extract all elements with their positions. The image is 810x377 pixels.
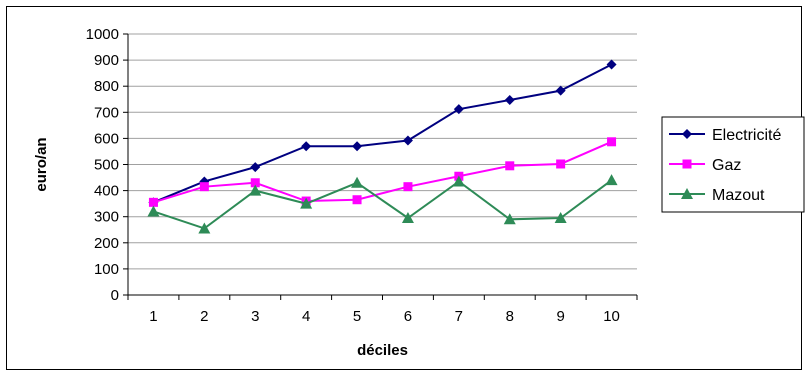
data-point (250, 162, 261, 173)
data-point (556, 159, 566, 169)
data-point (607, 137, 617, 147)
data-point (606, 59, 617, 70)
data-point (402, 135, 413, 146)
data-point (199, 182, 209, 192)
series-mazout (147, 174, 618, 234)
y-axis-ticks: 0 100 200 300 400 500 600 700 800 900 1000 (86, 26, 128, 304)
data-point (403, 182, 413, 192)
legend-item: Mazout (669, 187, 765, 204)
data-point (554, 212, 567, 224)
legend-label: Gaz (712, 157, 741, 174)
data-point (148, 197, 158, 207)
x-tick-label: 2 (200, 308, 208, 325)
y-tick-label: 200 (94, 235, 119, 252)
data-point (505, 161, 515, 171)
data-point (681, 188, 693, 199)
y-tick-label: 300 (94, 209, 119, 226)
series-line (153, 140, 612, 204)
y-tick-label: 100 (94, 261, 119, 278)
data-point (401, 212, 414, 224)
data-point (351, 176, 364, 188)
x-tick-label: 1 (149, 308, 157, 325)
x-tick-label: 6 (404, 308, 412, 325)
data-point (250, 178, 260, 188)
y-tick-label: 900 (94, 52, 119, 69)
series-line (153, 179, 613, 230)
data-point (198, 222, 211, 234)
x-tick-label: 9 (556, 308, 564, 325)
data-point (301, 141, 312, 152)
legend-item: Gaz (669, 157, 741, 174)
y-tick-label: 700 (94, 104, 119, 121)
series-layer (147, 59, 618, 234)
data-point (300, 197, 313, 209)
legend-item: Electricité (669, 127, 781, 144)
data-point (503, 213, 516, 225)
x-tick-label: 8 (506, 308, 514, 325)
y-tick-label: 400 (94, 183, 119, 200)
data-point (555, 85, 566, 96)
legend: Electricité Gaz Mazout (661, 116, 805, 213)
y-axis-title: euro/an (33, 137, 50, 191)
data-point (605, 174, 618, 186)
x-tick-label: 7 (455, 308, 463, 325)
data-point (453, 104, 464, 115)
x-tick-label: 4 (302, 308, 310, 325)
y-tick-label: 500 (94, 157, 119, 174)
legend-label: Electricité (712, 127, 781, 144)
legend-label: Mazout (712, 187, 765, 204)
series-line (153, 63, 613, 204)
x-axis-title: déciles (357, 342, 408, 359)
gridlines (128, 33, 637, 270)
data-point (682, 159, 692, 169)
data-point (452, 175, 465, 187)
series-gaz (148, 137, 617, 207)
y-tick-label: 1000 (86, 26, 119, 43)
data-point (682, 129, 692, 139)
x-tick-label: 3 (251, 308, 259, 325)
data-point (352, 141, 363, 152)
y-tick-label: 600 (94, 130, 119, 147)
x-tick-label: 5 (353, 308, 361, 325)
data-point (504, 95, 515, 106)
data-point (249, 184, 262, 196)
x-tick-label: 10 (603, 308, 620, 325)
y-tick-label: 0 (111, 287, 119, 304)
y-tick-label: 800 (94, 78, 119, 95)
x-axis-ticks: 1 2 3 4 5 6 7 8 9 10 (127, 295, 638, 325)
data-point (147, 205, 160, 217)
data-point (352, 195, 362, 205)
